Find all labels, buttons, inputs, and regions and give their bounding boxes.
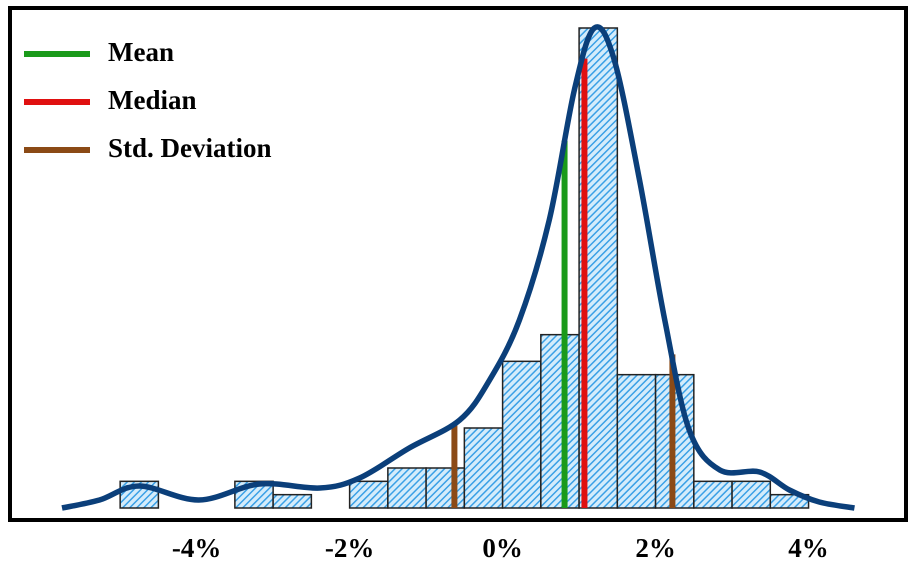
- legend-label: Std. Deviation: [108, 133, 272, 163]
- kde-curve: [61, 24, 855, 511]
- plot-frame: [8, 6, 908, 522]
- histogram-bar: [731, 480, 772, 509]
- histogram-bar: [616, 373, 657, 509]
- histogram-bar: [693, 480, 733, 509]
- plot-area: [61, 24, 855, 511]
- histogram-bar: [463, 427, 504, 509]
- histogram-bar: [425, 467, 466, 509]
- histogram-bar: [348, 480, 389, 509]
- histogram-bar: [272, 493, 313, 509]
- histogram-bar: [501, 360, 542, 509]
- histogram-bar: [387, 467, 427, 509]
- x-tick-label: 2%: [635, 533, 676, 563]
- x-tick-label: -2%: [325, 533, 375, 563]
- legend-label: Mean: [108, 37, 174, 67]
- x-tick-label: 0%: [482, 533, 523, 563]
- x-tick-label: 4%: [788, 533, 829, 563]
- histogram-bar: [540, 333, 580, 509]
- x-tick-label: -4%: [172, 533, 222, 563]
- legend-label: Median: [108, 85, 197, 115]
